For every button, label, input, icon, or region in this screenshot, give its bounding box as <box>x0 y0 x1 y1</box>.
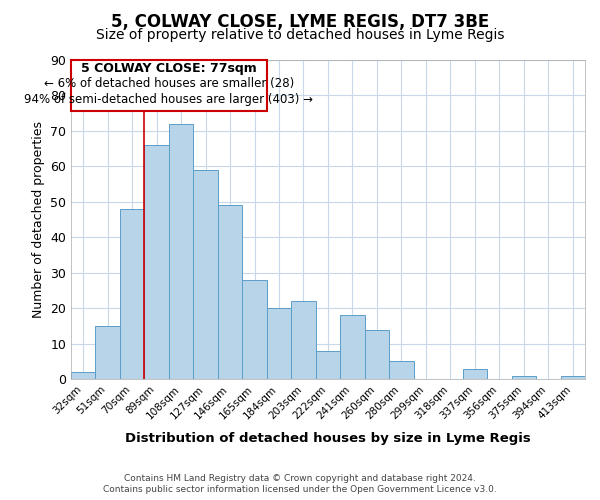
Bar <box>340 316 365 379</box>
Text: 5 COLWAY CLOSE: 77sqm: 5 COLWAY CLOSE: 77sqm <box>81 62 257 75</box>
Bar <box>242 280 267 379</box>
Bar <box>560 376 585 379</box>
Text: 5, COLWAY CLOSE, LYME REGIS, DT7 3BE: 5, COLWAY CLOSE, LYME REGIS, DT7 3BE <box>111 12 489 30</box>
Bar <box>316 351 340 379</box>
Bar <box>463 368 487 379</box>
Text: 94% of semi-detached houses are larger (403) →: 94% of semi-detached houses are larger (… <box>25 93 313 106</box>
Bar <box>193 170 218 379</box>
Bar <box>512 376 536 379</box>
Text: Contains HM Land Registry data © Crown copyright and database right 2024.
Contai: Contains HM Land Registry data © Crown c… <box>103 474 497 494</box>
FancyBboxPatch shape <box>71 60 267 112</box>
Bar <box>365 330 389 379</box>
Bar <box>95 326 120 379</box>
Text: ← 6% of detached houses are smaller (28): ← 6% of detached houses are smaller (28) <box>44 78 294 90</box>
Y-axis label: Number of detached properties: Number of detached properties <box>32 121 44 318</box>
Text: Size of property relative to detached houses in Lyme Regis: Size of property relative to detached ho… <box>96 28 504 42</box>
Bar <box>267 308 291 379</box>
Bar <box>71 372 95 379</box>
Bar <box>389 362 413 379</box>
X-axis label: Distribution of detached houses by size in Lyme Regis: Distribution of detached houses by size … <box>125 432 531 445</box>
Bar <box>291 301 316 379</box>
Bar <box>169 124 193 379</box>
Bar <box>120 209 145 379</box>
Bar <box>218 206 242 379</box>
Bar <box>145 145 169 379</box>
